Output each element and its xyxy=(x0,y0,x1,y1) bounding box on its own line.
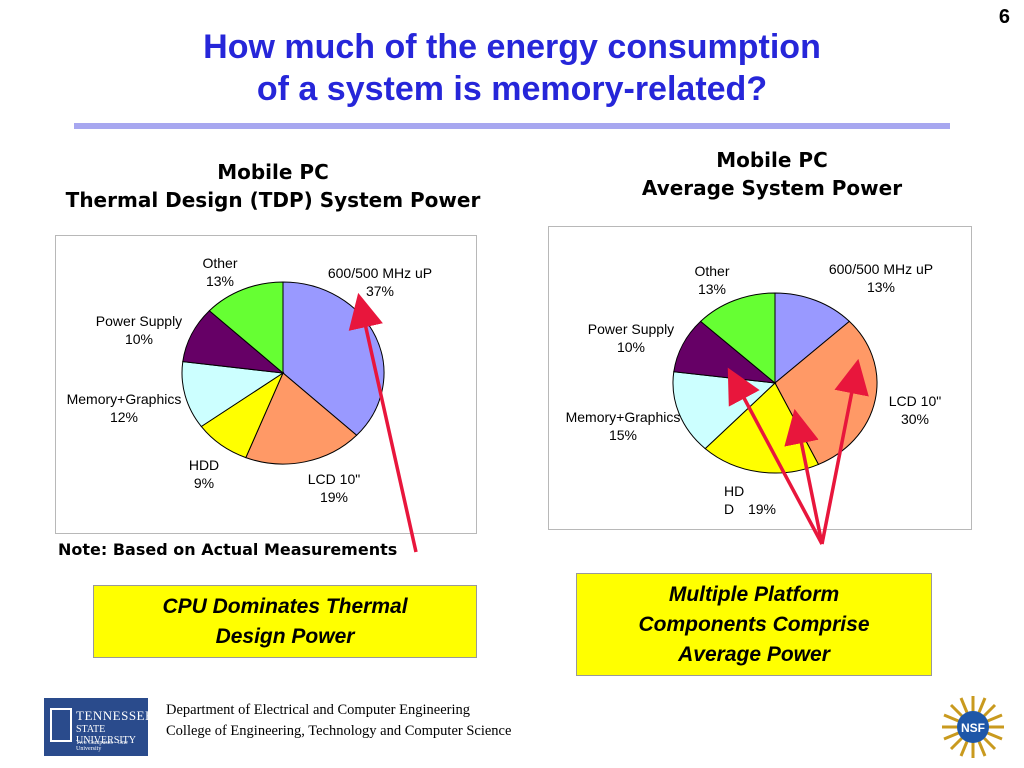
right-pie-slice-0 xyxy=(774,292,851,385)
tsu-logo-line-1: TENNESSEE xyxy=(76,708,154,723)
right-label-power-supply: Power Supply 10% xyxy=(576,320,686,356)
right-label-power-supply-name: Power Supply xyxy=(587,321,675,337)
callout-platform-line-1: Multiple Platform xyxy=(668,582,840,606)
tsu-logo-line-3: Two Campuses · One University xyxy=(76,740,128,752)
left-label-lcd: LCD 10" 19% xyxy=(284,470,384,506)
left-label-other-value: 13% xyxy=(205,273,235,289)
left-label-other-name: Other xyxy=(202,255,238,271)
arrow-lcd xyxy=(820,358,869,545)
footer-line-2: College of Engineering, Technology and C… xyxy=(166,723,512,739)
right-label-lcd-value: 30% xyxy=(900,411,930,427)
left-label-hdd: HDD 9% xyxy=(174,456,234,492)
footer-text: Department of Electrical and Computer En… xyxy=(166,700,511,742)
right-chart-title-line-1: Mobile PC xyxy=(716,148,828,172)
slide-title: How much of the energy consumption of a … xyxy=(0,26,1024,110)
nsf-logo-text: NSF xyxy=(961,721,985,735)
right-label-memory-value: 15% xyxy=(608,427,638,443)
tsu-logo-mark xyxy=(50,708,72,742)
right-label-lcd-name: LCD 10" xyxy=(888,393,942,409)
callout-cpu-line-2: Design Power xyxy=(215,624,355,648)
footer-line-1: Department of Electrical and Computer En… xyxy=(166,702,470,718)
callout-cpu-line-1: CPU Dominates Thermal xyxy=(162,594,408,618)
left-label-lcd-name: LCD 10" xyxy=(307,471,361,487)
right-label-other-value: 13% xyxy=(697,281,727,297)
tsu-logo: TENNESSEE STATE UNIVERSITY Two Campuses … xyxy=(44,698,153,756)
callout-platform: Multiple Platform Components Comprise Av… xyxy=(576,573,932,676)
left-pie-slice-3 xyxy=(181,361,285,428)
right-label-other-name: Other xyxy=(694,263,730,279)
right-label-memory-name: Memory+Graphics xyxy=(565,409,681,425)
left-label-power-supply-value: 10% xyxy=(124,331,154,347)
left-label-memory-value: 12% xyxy=(109,409,139,425)
left-label-power-supply: Power Supply 10% xyxy=(84,312,194,348)
arrow-cpu-left xyxy=(348,292,418,553)
left-label-lcd-value: 19% xyxy=(319,489,349,505)
left-label-other: Other 13% xyxy=(190,254,250,290)
right-label-other: Other 13% xyxy=(682,262,742,298)
left-label-cpu-name: 600/500 MHz uP xyxy=(327,265,433,281)
measurement-note: Note: Based on Actual Measurements xyxy=(58,540,398,559)
tsu-logo-line-2: STATE UNIVERSITY xyxy=(76,724,136,746)
right-label-hdd-value: 19% xyxy=(747,501,777,517)
nsf-logo-globe xyxy=(957,711,989,743)
right-label-cpu-name: 600/500 MHz uP xyxy=(828,261,934,277)
slide-number: 6 xyxy=(998,6,1010,28)
left-label-hdd-value: 9% xyxy=(193,475,215,491)
right-label-memory: Memory+Graphics 15% xyxy=(548,408,698,444)
left-label-power-supply-name: Power Supply xyxy=(95,313,183,329)
left-chart-title-line-2: Thermal Design (TDP) System Power xyxy=(65,188,481,212)
left-label-hdd-name: HDD xyxy=(188,457,220,473)
title-divider xyxy=(74,123,950,129)
left-pie-slice-5 xyxy=(208,281,284,375)
right-chart-title: Mobile PC Average System Power xyxy=(520,146,1024,202)
right-label-cpu: 600/500 MHz uP 13% xyxy=(806,260,956,296)
right-label-hdd: HD D xyxy=(724,482,774,518)
left-label-memory-name: Memory+Graphics xyxy=(66,391,182,407)
right-label-hdd-name-1: HD xyxy=(724,483,745,499)
arrow-power-supply xyxy=(727,367,824,545)
arrow-memory xyxy=(784,408,824,545)
right-chart-title-line-2: Average System Power xyxy=(641,176,903,200)
left-label-memory: Memory+Graphics 12% xyxy=(54,390,194,426)
right-label-lcd: LCD 10" 30% xyxy=(870,392,960,428)
callout-cpu: CPU Dominates Thermal Design Power xyxy=(93,585,477,658)
nsf-logo: NSF xyxy=(942,696,1004,758)
right-label-power-supply-value: 10% xyxy=(616,339,646,355)
callout-platform-line-2: Components Comprise xyxy=(638,612,870,636)
right-label-cpu-value: 13% xyxy=(866,279,896,295)
slide-title-line-1: How much of the energy consumption xyxy=(203,28,821,66)
callout-platform-line-3: Average Power xyxy=(678,642,830,666)
left-chart-title-line-1: Mobile PC xyxy=(217,160,329,184)
right-label-hdd-name-2: D xyxy=(724,501,735,517)
right-pie-slice-5 xyxy=(699,292,776,385)
slide-title-line-2: of a system is memory-related? xyxy=(256,70,768,108)
left-chart-title: Mobile PC Thermal Design (TDP) System Po… xyxy=(20,158,526,214)
